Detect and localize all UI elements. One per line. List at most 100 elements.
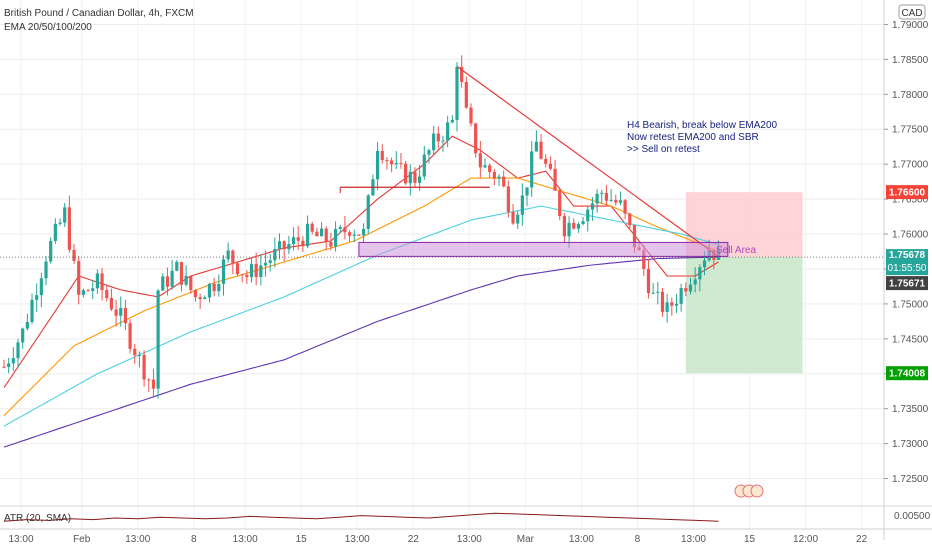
time-tick-label: 12:00 xyxy=(793,534,818,545)
candle-body xyxy=(352,234,356,236)
time-tick-label: 13:00 xyxy=(8,534,33,545)
candle-body xyxy=(319,228,324,237)
candle-body xyxy=(151,379,156,389)
time-axis[interactable]: 13:00 Feb 13:00 8 13:00 15 13:00 22 13:00 Mar 13:0… xyxy=(0,528,932,545)
candle-body xyxy=(30,299,34,323)
candle-body xyxy=(193,290,198,298)
candle-body xyxy=(530,151,534,188)
candle-body xyxy=(394,163,398,165)
time-tick-label: 13:00 xyxy=(345,534,370,545)
candle-body xyxy=(198,297,202,300)
candle-body xyxy=(338,227,342,229)
price-tags: 1.76600 1.75678 01:55:50 1.75671 1.74008 xyxy=(886,185,928,381)
time-tick-label: 13:00 xyxy=(681,534,706,545)
candle-body xyxy=(492,171,496,179)
candle-body xyxy=(427,150,431,155)
candle-body xyxy=(217,283,221,292)
candle-body xyxy=(296,237,300,241)
candle-body xyxy=(670,302,674,306)
candle-body xyxy=(343,227,347,233)
stop-tag-value: 1.76600 xyxy=(889,188,926,199)
candle-body xyxy=(576,224,581,229)
candle-body xyxy=(586,209,590,222)
ema-50-line xyxy=(3,177,719,417)
candle-body xyxy=(142,354,146,380)
target-tag-box xyxy=(886,366,928,381)
candle-body xyxy=(329,241,333,247)
candle-body xyxy=(77,260,81,295)
candle-body xyxy=(263,262,268,266)
candle-body xyxy=(376,151,380,180)
chart-title: British Pound / Canadian Dollar, 4h, FXC… xyxy=(4,8,194,19)
candle-body xyxy=(221,259,226,284)
entry-tag-box xyxy=(886,276,928,291)
drawings[interactable] xyxy=(0,65,884,258)
candle-body xyxy=(399,163,403,165)
currency-badge[interactable]: CAD xyxy=(898,4,926,20)
price-tick-label: 1.78500 xyxy=(892,55,929,66)
candle-body xyxy=(63,207,67,223)
candle-body xyxy=(418,176,422,183)
take-profit-zone xyxy=(685,257,803,374)
candle-body xyxy=(324,228,328,242)
price-tick-label: 1.74500 xyxy=(892,334,929,345)
candle-body xyxy=(86,290,90,292)
candle-body xyxy=(446,122,450,141)
price-tick-label: 1.77000 xyxy=(892,160,929,171)
ema-100-line xyxy=(3,205,719,427)
position-zones[interactable] xyxy=(685,192,803,374)
candle-body xyxy=(259,265,263,277)
candle-body xyxy=(539,141,543,159)
entry-price-tag: 1.75671 xyxy=(886,276,928,291)
candle-body xyxy=(413,171,417,183)
candle-body xyxy=(2,366,6,368)
candle-body xyxy=(651,292,655,294)
candle-body xyxy=(39,278,43,296)
candle-body xyxy=(109,297,114,310)
candle-body xyxy=(11,358,15,364)
time-tick-label: 13:00 xyxy=(457,534,482,545)
time-tick-label: 22 xyxy=(408,534,420,545)
ema-lines xyxy=(3,135,719,448)
atr-label: ATR (20, SMA) xyxy=(4,513,71,524)
candle-body xyxy=(310,223,314,232)
time-tick-label: 15 xyxy=(296,534,308,545)
candle-body xyxy=(226,250,230,260)
candle-body xyxy=(562,216,566,237)
countdown-value: 01:55:50 xyxy=(888,263,927,274)
atr-pane xyxy=(0,505,932,522)
candle-body xyxy=(534,141,538,152)
candle-body xyxy=(25,322,29,329)
time-tick-label: 13:00 xyxy=(233,534,258,545)
candle-body xyxy=(684,288,688,292)
note-text: H4 Bearish, break below EMA200 Now retes… xyxy=(627,120,778,155)
indicator-legend: EMA 20/50/100/200 xyxy=(4,22,92,33)
candle-body xyxy=(156,290,160,389)
candle-body xyxy=(590,203,595,210)
candle-body xyxy=(16,342,20,359)
current-price-tag: 1.75678 01:55:50 xyxy=(886,249,928,276)
candle-body xyxy=(497,176,501,179)
candles xyxy=(2,55,721,399)
candle-body xyxy=(114,309,118,316)
candle-body xyxy=(357,234,361,236)
candle-body xyxy=(488,165,492,172)
candle-body xyxy=(516,214,520,224)
candle-body xyxy=(161,276,165,291)
candle-body xyxy=(679,288,683,304)
candle-body xyxy=(305,223,310,247)
economic-event-icon[interactable] xyxy=(750,484,764,498)
candle-body xyxy=(656,291,660,293)
candle-body xyxy=(511,211,515,224)
event-icons[interactable] xyxy=(734,484,764,498)
candle-body xyxy=(95,273,99,289)
candle-body xyxy=(642,250,646,270)
candle-body xyxy=(609,199,613,201)
candle-body xyxy=(595,193,599,204)
candle-body xyxy=(441,140,445,142)
price-tick-label: 1.76000 xyxy=(892,230,929,241)
candle-body xyxy=(123,308,128,324)
candle-body xyxy=(175,262,179,271)
candle-body xyxy=(291,237,296,245)
